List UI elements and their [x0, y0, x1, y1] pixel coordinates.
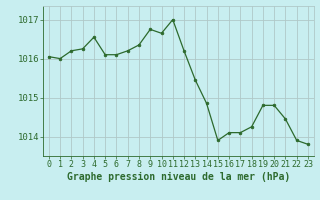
X-axis label: Graphe pression niveau de la mer (hPa): Graphe pression niveau de la mer (hPa): [67, 172, 290, 182]
